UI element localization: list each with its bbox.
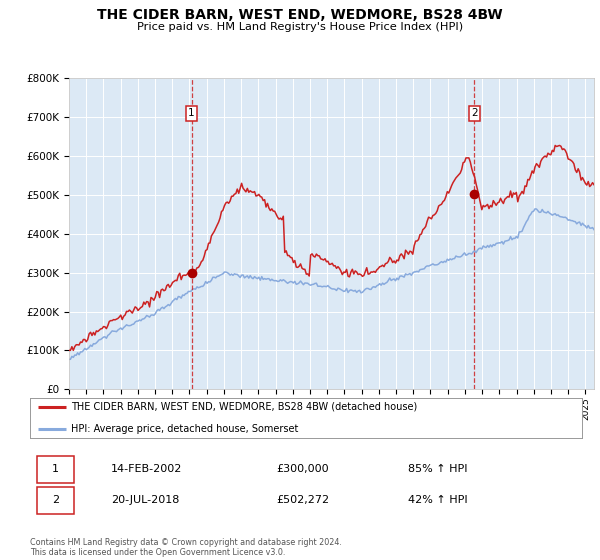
Text: 1: 1: [52, 464, 59, 474]
Text: 2: 2: [52, 495, 59, 505]
Text: 85% ↑ HPI: 85% ↑ HPI: [408, 464, 467, 474]
Text: 14-FEB-2002: 14-FEB-2002: [111, 464, 182, 474]
Text: Price paid vs. HM Land Registry's House Price Index (HPI): Price paid vs. HM Land Registry's House …: [137, 22, 463, 32]
Text: 20-JUL-2018: 20-JUL-2018: [111, 495, 179, 505]
Text: THE CIDER BARN, WEST END, WEDMORE, BS28 4BW: THE CIDER BARN, WEST END, WEDMORE, BS28 …: [97, 8, 503, 22]
Text: £502,272: £502,272: [276, 495, 329, 505]
Text: £300,000: £300,000: [276, 464, 329, 474]
Text: 1: 1: [188, 109, 195, 118]
Text: 42% ↑ HPI: 42% ↑ HPI: [408, 495, 467, 505]
Text: HPI: Average price, detached house, Somerset: HPI: Average price, detached house, Some…: [71, 424, 299, 433]
Text: Contains HM Land Registry data © Crown copyright and database right 2024.
This d: Contains HM Land Registry data © Crown c…: [30, 538, 342, 557]
Text: 2: 2: [471, 109, 478, 118]
Text: THE CIDER BARN, WEST END, WEDMORE, BS28 4BW (detached house): THE CIDER BARN, WEST END, WEDMORE, BS28 …: [71, 402, 418, 412]
